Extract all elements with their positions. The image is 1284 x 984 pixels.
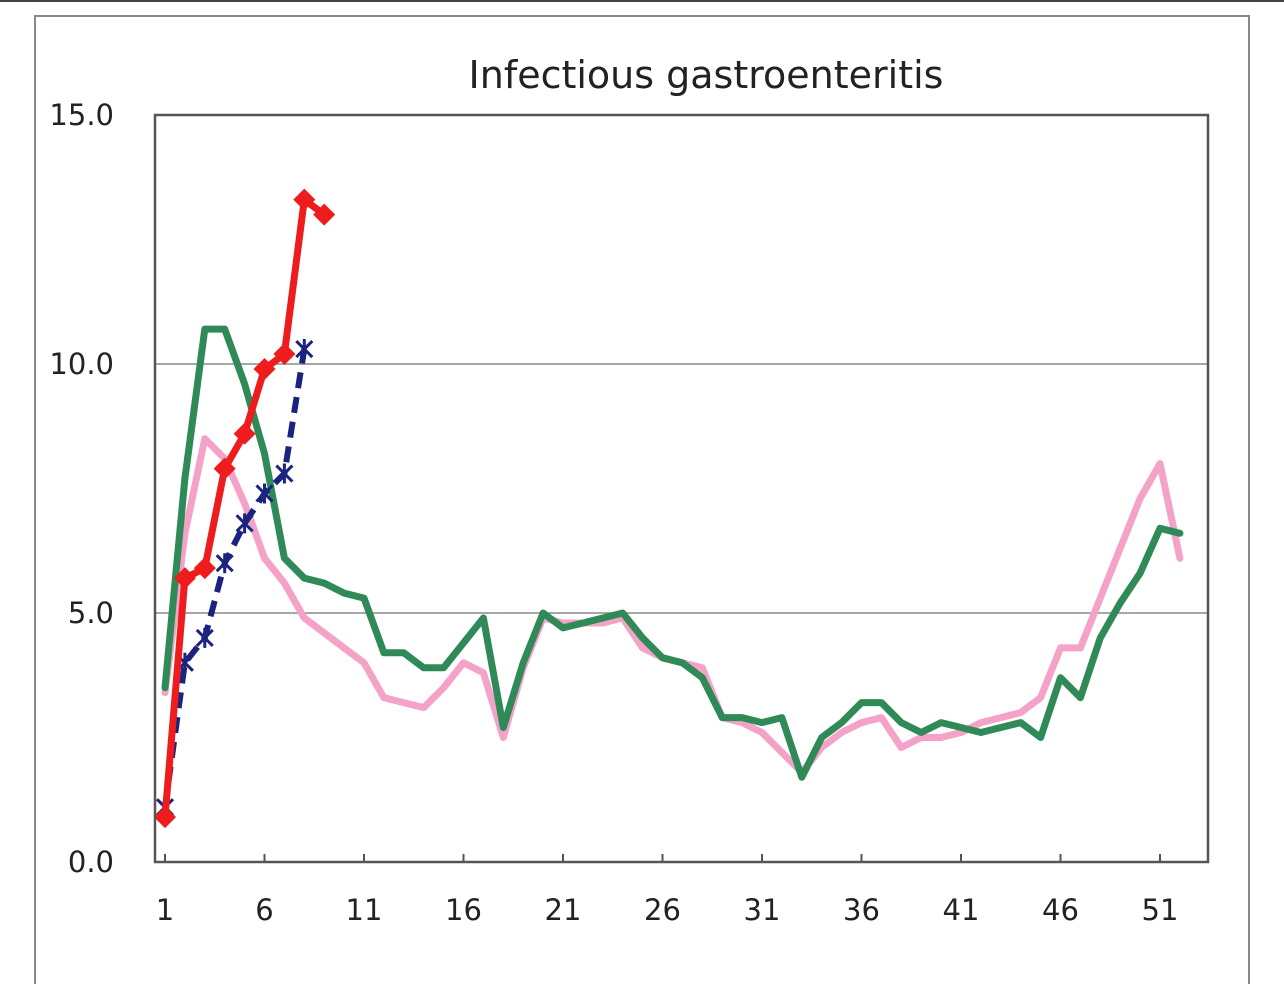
data-point-marker [193, 557, 216, 580]
y-tick-label: 0.0 [68, 845, 114, 879]
y-tick-label: 5.0 [68, 596, 114, 630]
data-point-marker [273, 343, 296, 366]
y-tick-label: 10.0 [49, 347, 114, 381]
data-point-marker [213, 457, 236, 480]
data-point-marker [235, 513, 254, 534]
x-tick-label: 31 [744, 893, 781, 927]
x-tick-label: 1 [156, 893, 174, 927]
data-point-marker [154, 806, 176, 829]
x-tick-label: 11 [346, 893, 383, 927]
series-layer [154, 188, 1184, 829]
x-tick-label: 46 [1042, 893, 1079, 927]
data-point-marker [215, 553, 234, 574]
data-point-marker [195, 627, 214, 648]
x-tick-label: 21 [545, 893, 582, 927]
x-tick-label: 51 [1142, 893, 1179, 927]
series-3 [154, 188, 336, 829]
data-point-marker [295, 339, 314, 360]
series-line [161, 325, 1184, 781]
x-tick-label: 41 [943, 893, 980, 927]
data-point-marker [293, 188, 316, 211]
x-tick-label: 6 [255, 893, 273, 927]
x-tick-label: 16 [445, 893, 482, 927]
y-axis-ticks: 0.0 5.0 10.0 15.0 [49, 98, 114, 879]
chart-title: Infectious gastroenteritis [469, 53, 944, 97]
y-tick-label: 15.0 [49, 98, 114, 132]
x-axis-ticks: 1 6 11 16 21 26 31 36 41 46 51 [156, 854, 1179, 927]
x-tick-label: 26 [644, 893, 681, 927]
series-1 [161, 325, 1184, 781]
chart-border [34, 15, 1250, 984]
x-tick-label: 36 [843, 893, 880, 927]
plot-area-border [153, 113, 1210, 864]
gridlines [155, 363, 1208, 614]
data-point-marker [253, 357, 276, 380]
data-point-marker [255, 483, 274, 504]
data-point-marker [313, 203, 336, 226]
data-point-marker [173, 567, 196, 590]
data-point-marker [233, 422, 256, 445]
data-point-marker [275, 463, 294, 484]
series-2 [155, 339, 314, 818]
